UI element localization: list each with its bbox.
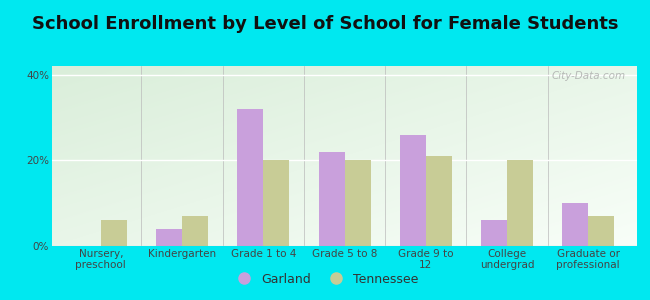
Bar xyxy=(507,160,533,246)
Bar xyxy=(156,229,182,246)
Bar xyxy=(101,220,127,246)
Bar xyxy=(562,203,588,246)
Bar xyxy=(182,216,208,246)
Bar xyxy=(426,156,452,246)
Bar xyxy=(344,160,370,246)
Text: School Enrollment by Level of School for Female Students: School Enrollment by Level of School for… xyxy=(32,15,618,33)
Bar xyxy=(400,135,426,246)
Text: City-Data.com: City-Data.com xyxy=(551,71,625,81)
Bar xyxy=(237,109,263,246)
Bar xyxy=(263,160,289,246)
Legend: Garland, Tennessee: Garland, Tennessee xyxy=(226,268,424,291)
Bar xyxy=(481,220,507,246)
Bar xyxy=(588,216,614,246)
Bar xyxy=(318,152,344,246)
